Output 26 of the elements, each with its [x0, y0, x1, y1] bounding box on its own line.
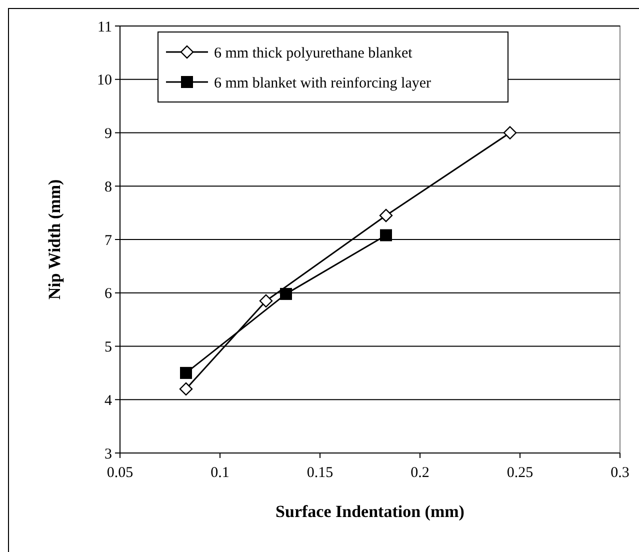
x-tick-label: 0.05 [106, 465, 134, 481]
x-tick-label: 0.1 [210, 465, 230, 481]
point [180, 366, 192, 379]
y-tick-label: 8 [104, 179, 112, 196]
x-tick-label: 0.3 [610, 465, 630, 481]
y-tick-label: 6 [104, 286, 112, 302]
point [280, 288, 292, 300]
legend-label: 6 mm blanket with reinforcing layer [214, 75, 432, 92]
point [379, 208, 393, 222]
point [259, 294, 273, 308]
y-tick-label: 10 [97, 72, 112, 89]
point [380, 229, 392, 242]
y-tick-label: 11 [98, 19, 112, 36]
y-tick-label: 5 [104, 340, 112, 356]
x-tick-label: 0.2 [410, 465, 430, 481]
x-tick-label: 0.25 [506, 465, 534, 481]
y-tick-label: 7 [104, 232, 112, 249]
point [179, 382, 193, 396]
y-axis-title: Nip Width (mm) [45, 179, 64, 300]
x-tick-label: 0.15 [306, 465, 334, 481]
y-tick-label: 4 [104, 392, 112, 409]
x-axis-title: Surface Indentation (mm) [276, 502, 464, 521]
legend-label: 6 mm thick polyurethane blanket [214, 45, 414, 62]
point [503, 126, 517, 140]
y-tick-label: 9 [104, 126, 112, 142]
y-tick-label: 3 [104, 446, 112, 462]
